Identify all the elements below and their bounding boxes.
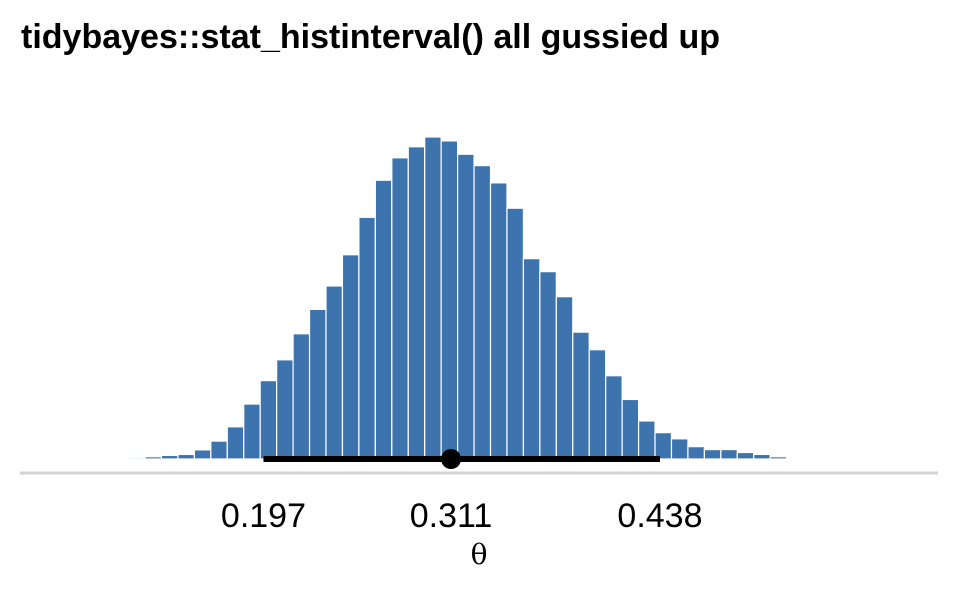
histogram-bar [868,457,886,460]
histogram-bars [62,136,886,460]
histogram-bar [374,179,393,460]
x-axis-title: θ [471,538,488,571]
histogram-bar [144,456,163,460]
histogram-bar [555,296,574,460]
histogram-bar [539,271,557,460]
histogram-bar [407,146,426,460]
point-estimate [441,449,462,469]
histogram-bar [522,258,541,460]
histogram-bar [703,448,722,460]
x-axis-ticks: 0.197 0.311 0.438 [221,497,703,535]
histogram-bar [177,453,195,460]
histogram-bar [818,457,837,460]
histogram-bar [670,438,689,460]
histogram-bar [111,457,130,460]
histogram-bar [769,456,788,460]
histogram-bar [308,308,327,460]
histogram-bar [753,453,771,460]
histogram-bar [506,207,525,460]
histogram-bar [78,457,97,460]
histogram-bar [457,153,475,460]
histogram-bar [341,254,360,460]
histogram-bar [654,432,673,460]
histogram-bar [588,349,607,460]
chart-title: tidybayes::stat_histinterval() all gussi… [21,18,721,56]
histogram-bar [473,165,492,460]
histogram-bar [259,380,278,460]
histogram-bar [621,398,640,460]
x-tick-label: 0.311 [410,497,493,535]
histogram-bar [226,426,245,460]
histogram-bar [424,136,442,460]
histogram-bar [687,446,705,460]
histogram-bar [62,457,80,460]
histogram-bar [637,420,656,460]
histogram-bar [605,375,623,460]
histogram-bar [210,440,228,460]
histogram-bar [736,451,755,460]
histogram-bar [786,457,804,460]
histogram-bar [391,157,409,460]
histogram-bar [489,182,508,460]
x-tick-label: 0.438 [617,497,702,535]
histogram-bar [720,448,738,460]
histogram-bar [127,457,146,460]
histogram-bar [440,140,459,460]
interval-group [263,449,660,469]
histogram-bar [358,216,376,460]
x-tick-label: 0.197 [221,497,306,535]
histogram-bar [572,331,590,460]
histogram-bar [292,333,311,460]
histogram-bar [851,457,870,460]
histogram-bar [325,285,344,460]
histogram-bar [160,454,179,460]
histogram-bar [193,449,212,460]
histogram-bar [802,457,821,460]
histogram-bar [276,359,294,460]
histogram-bar [243,403,261,460]
